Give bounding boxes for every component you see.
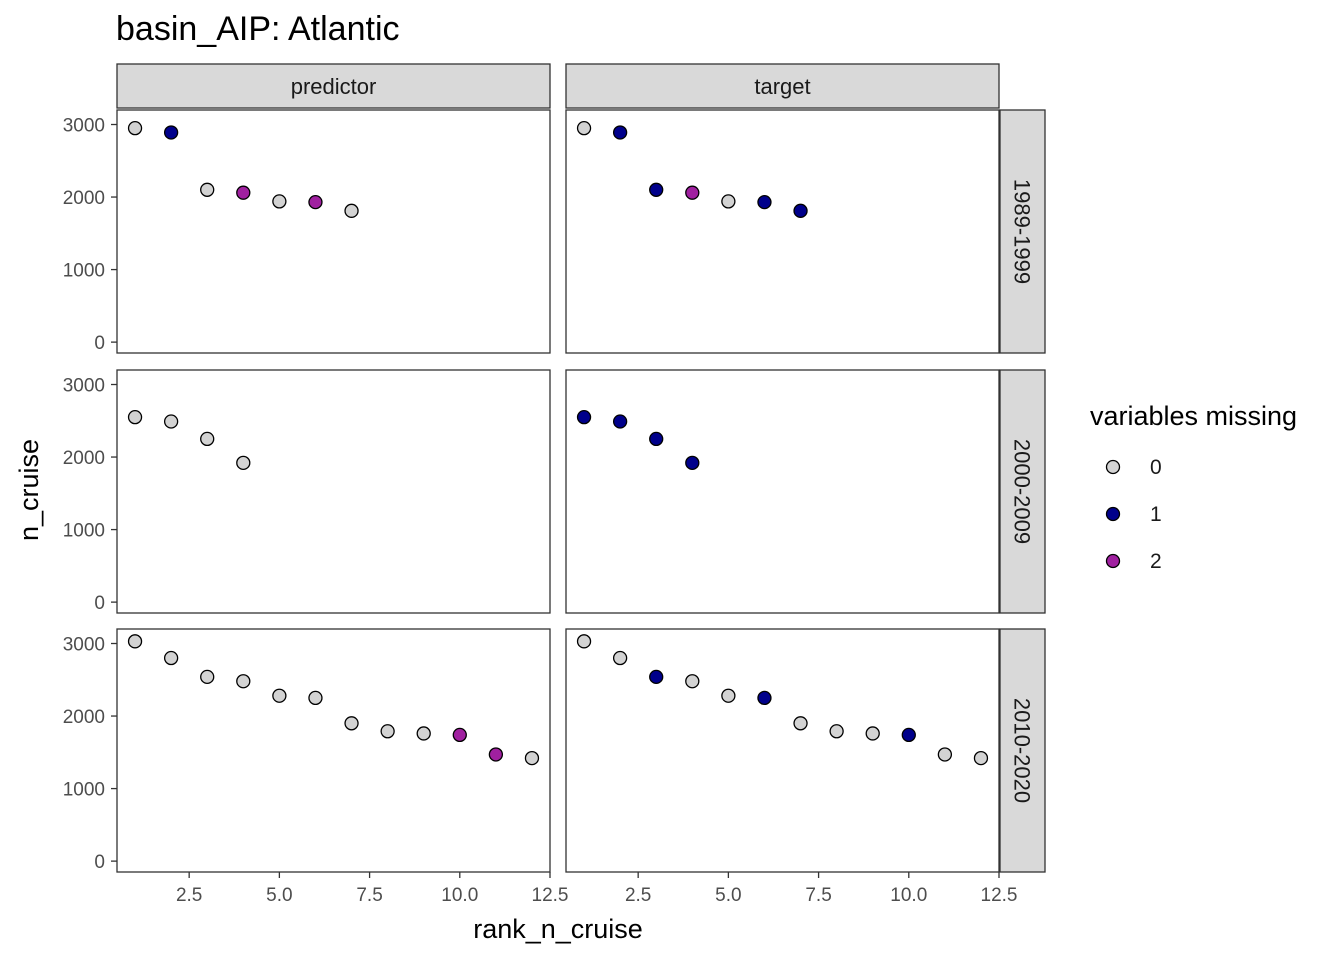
data-point [612, 125, 628, 140]
x-tick-label: 7.5 [805, 885, 831, 906]
data-point [576, 409, 592, 425]
data-point [685, 674, 700, 689]
data-point [272, 194, 287, 209]
data-point [127, 634, 143, 649]
data-point [576, 634, 592, 649]
legend-key [1105, 506, 1121, 522]
x-tick-label: 2.5 [625, 885, 651, 906]
data-point [163, 125, 179, 140]
panel-border [565, 369, 1000, 614]
data-point [649, 431, 664, 447]
x-tick-label: 7.5 [356, 885, 382, 906]
data-point [380, 724, 395, 739]
data-point [576, 120, 592, 136]
legend-title: variables missing [1090, 401, 1297, 431]
data-point [865, 726, 880, 741]
x-tick-label: 12.5 [532, 885, 569, 906]
facet-strip-1989-1999 [999, 109, 1046, 354]
data-point [721, 194, 736, 209]
data-point [344, 716, 359, 731]
x-tick-label: 12.5 [981, 885, 1018, 906]
y-tick-label: 2000 [63, 448, 105, 469]
data-point [236, 674, 251, 689]
data-point [793, 716, 808, 731]
facet-strip-label: target [754, 74, 810, 99]
facet-strip-label: 1989-1999 [1010, 179, 1035, 284]
data-point [612, 650, 628, 666]
y-tick-label: 3000 [63, 376, 105, 397]
data-point [901, 727, 916, 743]
x-tick-label: 10.0 [890, 885, 927, 906]
data-point [236, 455, 251, 470]
x-tick-label: 5.0 [715, 885, 741, 906]
y-tick-label: 1000 [63, 521, 105, 542]
y-tick-label: 1000 [63, 261, 105, 282]
legend-key [1105, 553, 1121, 569]
facet-strip-target [565, 63, 1000, 109]
data-point [163, 650, 179, 666]
facet-strip-label: 2000-2009 [1010, 439, 1035, 544]
legend-label: 0 [1150, 456, 1162, 479]
data-point [685, 455, 700, 470]
data-point [793, 203, 808, 218]
facet-strip-label: predictor [291, 74, 377, 99]
legend-key [1105, 459, 1121, 475]
data-point [649, 182, 664, 197]
data-point [272, 688, 287, 703]
data-point [163, 414, 179, 429]
data-point [127, 120, 143, 136]
x-tick-label: 2.5 [176, 885, 202, 906]
x-axis-title: rank_n_cruise [473, 914, 643, 944]
data-point [757, 194, 772, 210]
data-point [649, 669, 664, 685]
y-tick-label: 2000 [63, 707, 105, 728]
data-point [308, 194, 323, 210]
panel-border [565, 109, 1000, 354]
panel-border [565, 628, 1000, 873]
x-tick-label: 5.0 [266, 885, 292, 906]
y-tick-label: 1000 [63, 780, 105, 801]
y-tick-label: 0 [94, 593, 105, 614]
facet-strip-2010-2020 [999, 628, 1046, 873]
legend-label: 1 [1150, 503, 1162, 526]
facet-panels: predictor target 1989-1999 2000-2009 2010-20… [63, 63, 1046, 906]
data-point [344, 203, 359, 218]
y-axis-title: n_cruise [14, 439, 44, 541]
data-point [757, 690, 772, 706]
y-tick-label: 3000 [63, 635, 105, 656]
data-point [612, 414, 628, 429]
data-point [200, 669, 215, 685]
data-point [524, 750, 540, 766]
data-point [829, 724, 844, 739]
facet-strip-2000-2009 [999, 369, 1046, 614]
data-point [685, 185, 700, 200]
panel-border [116, 369, 551, 614]
facet-strip-label: 2010-2020 [1010, 698, 1035, 803]
data-point [236, 185, 251, 200]
data-point [127, 409, 143, 425]
x-tick-label: 10.0 [441, 885, 478, 906]
data-point [721, 688, 736, 703]
facet-strip-predictor [116, 63, 551, 109]
y-tick-label: 0 [94, 852, 105, 873]
legend: variables missing 0 1 2 [1090, 401, 1297, 573]
panel-border [116, 628, 551, 873]
data-point [937, 747, 953, 762]
legend-label: 2 [1150, 550, 1162, 573]
data-point [200, 182, 215, 197]
y-tick-label: 2000 [63, 188, 105, 209]
data-point [452, 727, 467, 743]
y-tick-label: 3000 [63, 116, 105, 137]
y-tick-label: 0 [94, 333, 105, 354]
data-point [200, 431, 215, 447]
data-point [973, 750, 989, 766]
chart-title: basin_AIP: Atlantic [116, 10, 400, 48]
panel-border [116, 109, 551, 354]
data-point [308, 690, 323, 706]
data-point [416, 726, 431, 741]
data-point [488, 747, 504, 762]
